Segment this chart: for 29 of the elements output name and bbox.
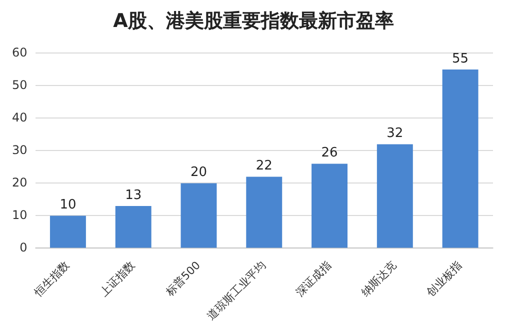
bar <box>246 176 282 248</box>
data-label: 55 <box>452 51 469 66</box>
chart-title: A股、港美股重要指数最新市盈率 <box>112 9 395 34</box>
data-label: 32 <box>386 126 404 142</box>
data-label: 10 <box>60 198 76 213</box>
y-tick-label: 20 <box>12 175 28 190</box>
data-label: 13 <box>125 188 142 203</box>
x-tick-label: 深证成指 <box>293 258 334 300</box>
y-tick-label: 10 <box>12 208 28 222</box>
bar <box>376 144 413 248</box>
x-tick-label: 恒生指数 <box>31 258 72 300</box>
data-label: 26 <box>321 146 338 161</box>
y-tick-label: 40 <box>12 110 28 124</box>
bar <box>50 216 86 248</box>
bar <box>442 69 478 248</box>
x-tick-label: 创业板指 <box>424 258 464 300</box>
bar <box>180 183 217 248</box>
x-tick-label: 上证指数 <box>97 258 138 300</box>
y-tick-label: 0 <box>20 240 28 254</box>
x-tick-label: 标普500 <box>162 258 203 300</box>
data-label: 22 <box>256 158 272 174</box>
y-tick-label: 60 <box>12 45 28 60</box>
bar <box>312 164 348 248</box>
data-label: 20 <box>190 165 208 180</box>
y-tick-label: 30 <box>12 142 28 157</box>
y-tick-label: 50 <box>12 78 28 92</box>
bar <box>115 206 152 248</box>
x-tick-label: 道琼斯工业平均 <box>204 258 268 322</box>
x-tick-label: 纳斯达克 <box>358 258 400 300</box>
